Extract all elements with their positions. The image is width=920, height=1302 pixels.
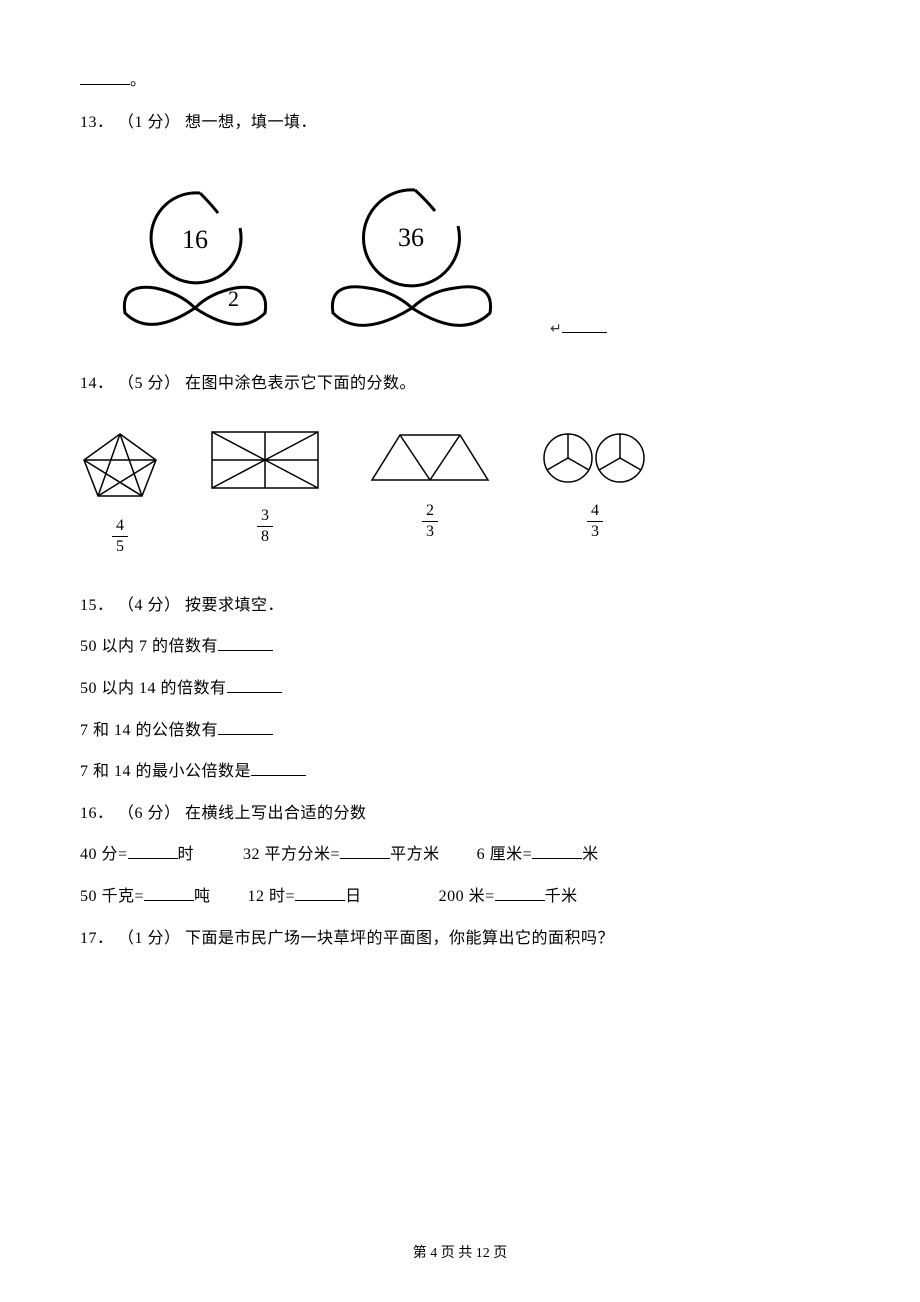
q14-num: 14．: [80, 375, 114, 392]
q15-num: 15．: [80, 597, 114, 614]
q14-shape-4: 4 3: [540, 430, 650, 555]
q13-arrow-blank: ↵: [550, 316, 607, 338]
q15-blank-1: [218, 634, 273, 651]
q14-stem: 14． （5 分） 在图中涂色表示它下面的分数。: [80, 363, 840, 405]
q13-text: 想一想，填一填．: [185, 114, 317, 131]
q15-l2: 50 以内 14 的倍数有: [80, 668, 840, 710]
q16-points: （6 分）: [118, 805, 181, 822]
q13-peach-1: 16 2: [110, 178, 280, 338]
q16-b5: [295, 884, 345, 901]
page-footer: 第 4 页 共 12 页: [0, 1242, 920, 1262]
prev-trailing: 。: [80, 60, 840, 102]
q14-shape-1: 4 5: [80, 430, 160, 555]
q16-row1: 40 分=时 32 平方分米=平方米 6 厘米=米: [80, 834, 840, 876]
q14-shape-2: 3 8: [210, 430, 320, 555]
q15-text: 按要求填空．: [185, 597, 284, 614]
q14-points: （5 分）: [118, 375, 181, 392]
q14-shape-3: 2 3: [370, 430, 490, 555]
q15-stem: 15． （4 分） 按要求填空．: [80, 585, 840, 627]
q13-points: （1 分）: [118, 114, 181, 131]
q14-frac-3: 2 3: [422, 503, 438, 540]
q15-blank-3: [218, 718, 273, 735]
q15-blank-4: [251, 759, 306, 776]
q16-stem: 16． （6 分） 在横线上写出合适的分数: [80, 793, 840, 835]
q15-l4: 7 和 14 的最小公倍数是: [80, 751, 840, 793]
q13-stem: 13． （1 分） 想一想，填一填．: [80, 102, 840, 144]
q16-b4: [144, 884, 194, 901]
peach2-value: 36: [398, 223, 424, 252]
q13-peach-2: 36: [320, 178, 510, 338]
q16-b6: [495, 884, 545, 901]
q16-row2: 50 千克=吨 12 时=日 200 米=千米: [80, 876, 840, 918]
q16-text: 在横线上写出合适的分数: [185, 805, 367, 822]
q14-frac-2: 3 8: [257, 508, 273, 545]
q16-b3: [532, 842, 582, 859]
q17-stem: 17． （1 分） 下面是市民广场一块草坪的平面图，你能算出它的面积吗？: [80, 918, 840, 960]
q13-figure: 16 2 36 ↵: [110, 178, 840, 338]
peach1-value: 16: [182, 225, 208, 254]
q14-frac-1: 4 5: [112, 518, 128, 555]
q17-points: （1 分）: [118, 930, 181, 947]
q16-num: 16．: [80, 805, 114, 822]
q15-points: （4 分）: [118, 597, 181, 614]
q17-text: 下面是市民广场一块草坪的平面图，你能算出它的面积吗？: [185, 930, 614, 947]
q13-num: 13．: [80, 114, 114, 131]
q14-shapes: 4 5 3 8: [80, 430, 840, 555]
q15-blank-2: [227, 676, 282, 693]
q15-l1: 50 以内 7 的倍数有: [80, 626, 840, 668]
q16-b2: [340, 842, 390, 859]
q15-l3: 7 和 14 的公倍数有: [80, 710, 840, 752]
prev-period: 。: [130, 72, 147, 89]
peach1-leaf-value: 2: [228, 286, 239, 311]
q14-frac-4: 4 3: [587, 503, 603, 540]
q14-text: 在图中涂色表示它下面的分数。: [185, 375, 416, 392]
q17-num: 17．: [80, 930, 114, 947]
q16-b1: [128, 842, 178, 859]
prev-blank: [80, 68, 130, 85]
